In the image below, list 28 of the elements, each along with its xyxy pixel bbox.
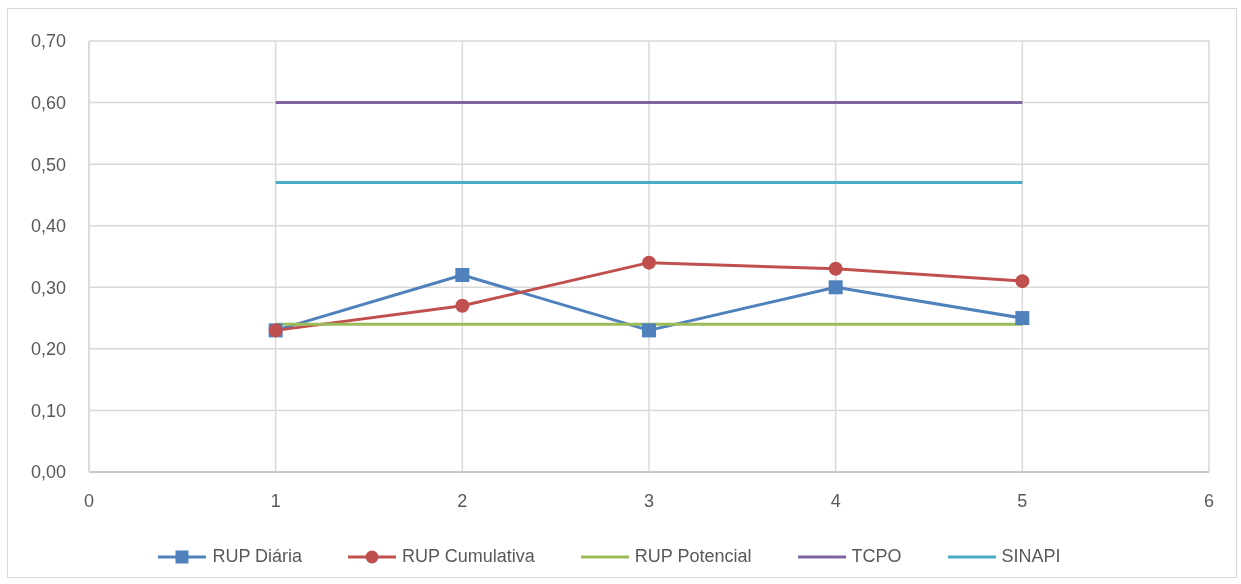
legend-label: SINAPI [1001,546,1061,567]
point [828,280,843,295]
legend-label: RUP Potencial [634,546,752,567]
point [1015,311,1030,326]
y-tick-label: 0,20 [30,339,66,360]
legend-label: RUP Diária [212,546,303,567]
y-tick-label: 0,30 [30,277,66,298]
y-tick-label: 0,40 [30,216,66,237]
point [455,267,470,282]
x-tick-label: 3 [643,490,655,511]
y-tick-label: 0,00 [30,462,66,483]
x-tick-label: 6 [1203,490,1215,511]
x-tick-label: 0 [83,490,95,511]
legend-label: TCPO [851,546,902,567]
y-tick-label: 0,70 [30,31,66,52]
x-tick-label: 2 [457,490,468,511]
point [642,255,656,270]
point [455,298,470,313]
x-tick-label: 1 [270,490,281,511]
x-tick-label: 4 [830,490,841,511]
point [642,323,656,338]
x-tick-label: 5 [1017,490,1028,511]
legend-label: RUP Cumulativa [402,546,535,567]
point [828,261,843,276]
y-tick-label: 0,10 [30,400,66,421]
point [1015,274,1030,289]
y-tick-label: 0,60 [30,92,66,113]
y-tick-label: 0,50 [30,154,66,175]
